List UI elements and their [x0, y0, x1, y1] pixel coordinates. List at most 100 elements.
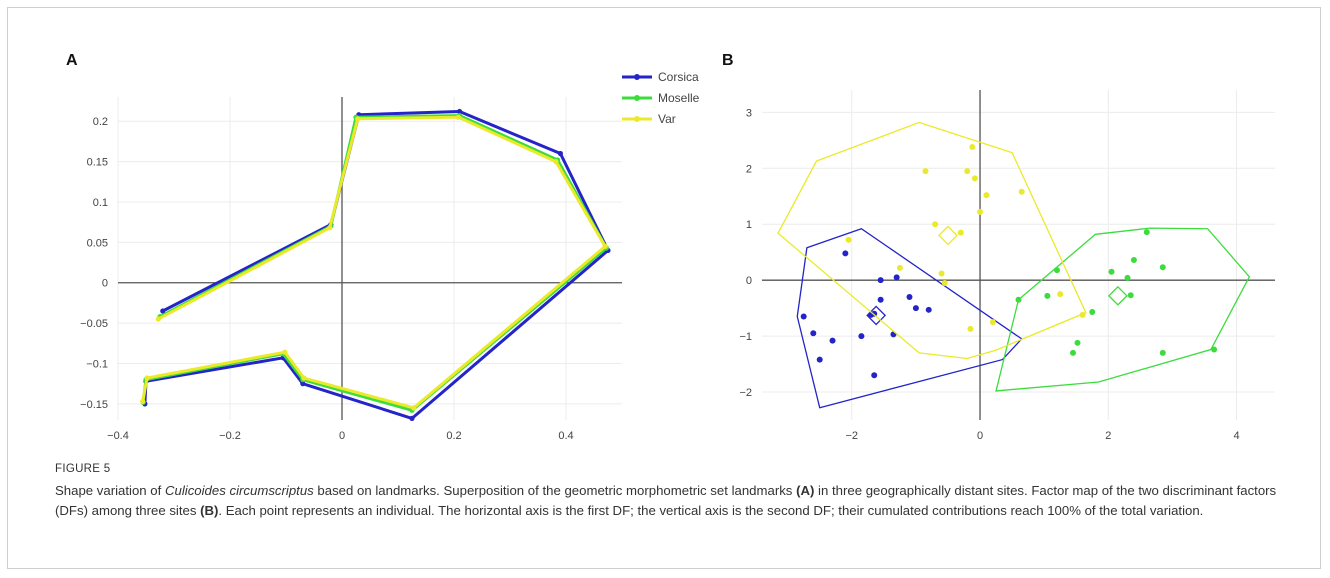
chart-b-centroid-moselle: [1107, 285, 1128, 306]
chart-a-legend-label-corsica: Corsica: [658, 70, 699, 84]
chart-a-point-var: [327, 225, 333, 231]
chart-b-point-moselle: [1127, 292, 1134, 299]
chart-a-point-var: [144, 375, 150, 381]
chart-a-x-tick-label: −0.2: [219, 430, 241, 442]
chart-b-point-moselle: [1074, 339, 1081, 346]
chart-b-point-var: [967, 325, 974, 332]
chart-b-point-var: [971, 175, 978, 182]
chart-a-point-corsica: [300, 381, 306, 387]
chart-b-point-var: [977, 208, 984, 215]
chart-b-y-tick-label: −1: [739, 331, 752, 343]
chart-b-point-var: [964, 168, 971, 175]
caption-ref-b: (B): [200, 503, 219, 518]
chart-a-point-corsica: [160, 308, 166, 314]
chart-b-point-var: [938, 270, 945, 277]
chart-b-point-corsica: [829, 337, 836, 344]
figure-frame: [7, 7, 1321, 569]
chart-a-legend-marker-moselle: [634, 95, 640, 101]
chart-b-point-var: [932, 221, 939, 228]
chart-b-point-moselle: [1089, 309, 1096, 316]
chart-a-point-var: [455, 114, 462, 120]
chart-a-y-tick-label: 0.15: [87, 157, 108, 169]
chart-b-point-var: [989, 319, 996, 326]
chart-b-point-corsica: [925, 306, 932, 313]
chart-b-point-moselle: [1070, 349, 1077, 356]
chart-a-point-var: [140, 398, 146, 405]
chart-a-y-tick-label: 0: [102, 278, 108, 290]
chart-b-point-corsica: [877, 296, 884, 303]
chart-a-x-tick-label: 0.2: [446, 430, 461, 442]
chart-b-point-var: [1079, 311, 1086, 318]
chart-a-legend-label-moselle: Moselle: [658, 91, 700, 105]
chart-a-x-tick-label: 0: [339, 430, 345, 442]
chart-b-x-tick-label: −2: [846, 430, 859, 442]
chart-b-hull-var: [777, 121, 1087, 360]
chart-b-point-var: [922, 168, 929, 175]
chart-a-point-var: [411, 405, 417, 411]
chart-a-point-var: [301, 375, 307, 381]
panel-label-a: A: [66, 52, 78, 69]
chart-b-point-moselle: [1211, 346, 1218, 353]
caption-text-2: based on landmarks. Superposition of the…: [313, 483, 797, 498]
chart-b-y-tick-label: 2: [746, 163, 752, 175]
chart-a-y-tick-label: −0.1: [86, 358, 108, 370]
chart-b-centroid-corsica: [866, 305, 887, 326]
chart-a-point-corsica: [557, 150, 564, 157]
chart-b-point-corsica: [893, 274, 900, 281]
chart-b-point-var: [1057, 291, 1064, 298]
chart-b-point-var: [896, 264, 903, 271]
chart-a-legend-label-var: Var: [658, 112, 676, 126]
chart-b-centroid-var: [938, 225, 958, 246]
chart-a-y-tick-label: 0.2: [93, 116, 108, 128]
chart-b-x-tick-label: 2: [1105, 430, 1111, 442]
chart-b-point-var: [941, 279, 948, 286]
chart-a-y-tick-label: −0.15: [80, 399, 108, 411]
chart-b-point-var: [1018, 188, 1025, 195]
caption-text-3: in three geographically distant sites. F…: [55, 483, 1277, 518]
chart-b-point-corsica: [912, 305, 919, 312]
chart-b-point-corsica: [877, 277, 884, 284]
chart-b-point-var: [957, 229, 964, 236]
chart-a-x-tick-label: 0.4: [558, 430, 573, 442]
chart-b-point-moselle: [1044, 292, 1051, 299]
chart-b-point-moselle: [1159, 349, 1166, 356]
chart-b-point-var: [983, 192, 990, 199]
chart-b-point-corsica: [842, 250, 849, 257]
chart-a-series-line-corsica: [143, 110, 610, 420]
chart-b-point-moselle: [1015, 296, 1022, 303]
chart-b-y-tick-label: 1: [746, 219, 752, 231]
chart-b-point-var: [969, 144, 976, 151]
caption-ref-a: (A): [796, 483, 815, 498]
chart-a-legend-marker-var: [634, 116, 640, 122]
chart-b-y-tick-label: −2: [739, 387, 752, 399]
chart-a-point-var: [155, 316, 161, 322]
chart-a-point-var: [553, 159, 559, 165]
figure-charts: −0.4 −0.2 0 0.2 0.4 −0.15 −0.1 −0.05 0 0.05 0.1 0.1…: [80, 70, 1275, 442]
chart-b: −2 0 2 4 −2 −1 0 1 2 3: [739, 90, 1275, 442]
caption-text-1: Shape variation of: [55, 483, 165, 498]
chart-a-point-var: [282, 349, 288, 355]
chart-b-point-moselle: [1108, 268, 1115, 275]
chart-b-point-var: [845, 236, 852, 243]
chart-a-y-tick-label: −0.05: [80, 318, 108, 330]
figure-caption: FIGURE 5 Shape variation of Culicoides c…: [55, 463, 1295, 521]
chart-a-series-line-var: [141, 115, 607, 410]
chart-b-point-moselle: [1053, 267, 1060, 274]
chart-a-legend-marker-corsica: [634, 74, 640, 80]
caption-text-4: . Each point represents an individual. T…: [218, 503, 1204, 518]
chart-a-point-var: [355, 116, 361, 122]
chart-b-point-corsica: [858, 333, 865, 340]
chart-a-point-var: [602, 243, 608, 249]
chart-b-hull-moselle: [995, 227, 1251, 392]
chart-b-point-moselle: [1143, 229, 1150, 236]
chart-b-point-corsica: [816, 356, 823, 363]
caption-species: Culicoides circumscriptus: [164, 483, 314, 498]
chart-b-y-tick-label: 0: [746, 275, 752, 287]
chart-b-y-tick-label: 3: [746, 107, 752, 119]
chart-b-point-moselle: [1159, 264, 1166, 271]
chart-a-y-tick-label: 0.05: [87, 237, 108, 249]
panel-label-b: B: [722, 52, 734, 69]
chart-a-y-tick-label: 0.1: [93, 197, 108, 209]
chart-b-hull-corsica: [796, 227, 1023, 409]
chart-b-point-corsica: [906, 293, 913, 300]
